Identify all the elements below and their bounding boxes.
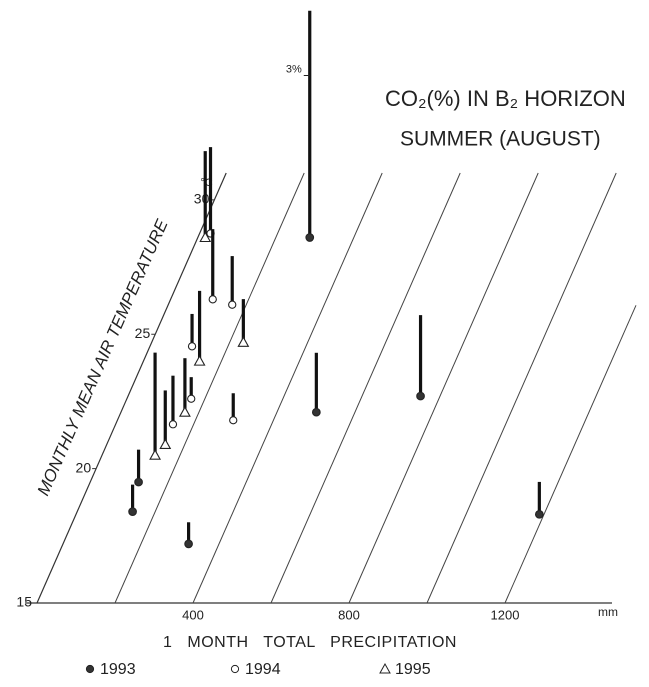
y-tick-label: 20 — [76, 459, 92, 475]
grid-line — [348, 172, 539, 604]
grid-line — [270, 172, 461, 604]
data-point — [305, 233, 315, 242]
data-point — [134, 477, 143, 487]
data-point — [168, 420, 178, 429]
grid-line — [192, 172, 383, 604]
data-point — [237, 336, 250, 347]
data-point — [128, 507, 137, 516]
data-point — [311, 407, 321, 417]
data-point — [149, 449, 162, 460]
legend-label: 1995 — [395, 661, 431, 678]
data-point — [184, 539, 193, 549]
data-point — [228, 300, 237, 309]
grid-line — [426, 172, 617, 604]
data-point — [193, 354, 206, 366]
y-tick-label: 25 — [135, 325, 151, 341]
legend-label: 1993 — [100, 661, 136, 678]
data-point — [187, 342, 197, 351]
data-point — [208, 295, 217, 304]
data-point — [178, 406, 191, 417]
chart-subtitle: SUMMER (AUGUST) — [400, 128, 601, 151]
data-point — [229, 416, 238, 425]
data-point — [534, 509, 544, 519]
legend-label: 1994 — [245, 661, 281, 678]
chart-title: CO₂(%) IN B₂ HORIZON — [385, 86, 626, 111]
x-unit: mm — [598, 605, 618, 619]
data-point — [187, 394, 196, 403]
legend-marker — [230, 664, 240, 674]
data-point — [199, 231, 212, 243]
x-tick-label: 800 — [338, 607, 360, 622]
size-scale-label: 3% — [286, 63, 302, 75]
data-point — [416, 391, 425, 401]
legend-marker — [85, 664, 95, 674]
legend-marker — [379, 662, 391, 674]
grid-line — [114, 172, 305, 604]
y-tick-label: 30 — [194, 191, 210, 207]
x-tick-label: 1200 — [491, 607, 520, 622]
x-tick-label: 400 — [182, 607, 204, 622]
y-tick-label: 15 — [16, 594, 32, 610]
x-axis-label: 1 MONTH TOTAL PRECIPITATION — [163, 634, 457, 651]
grid-line — [504, 305, 637, 604]
y-axis — [36, 172, 227, 604]
data-point — [159, 438, 172, 449]
